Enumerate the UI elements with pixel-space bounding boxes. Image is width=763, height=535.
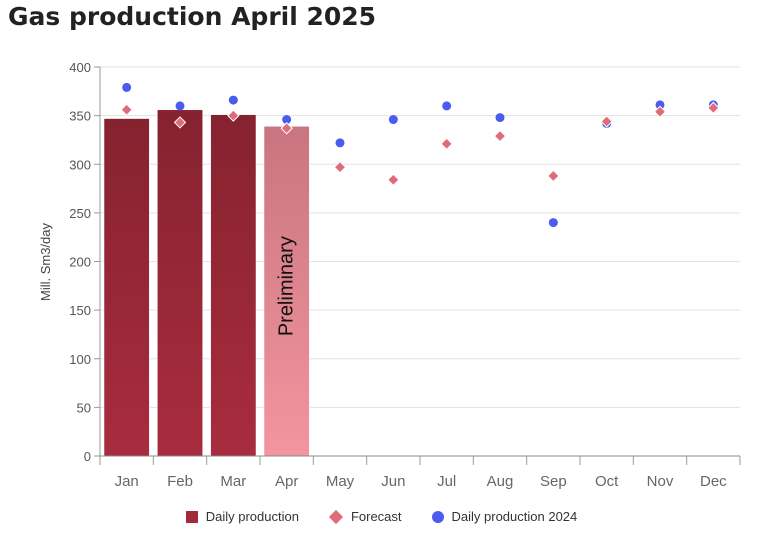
point-forecast: [653, 105, 667, 118]
x-tick-label: Jan: [115, 473, 139, 490]
legend-item[interactable]: Forecast: [328, 509, 402, 524]
legend-label: Daily production: [205, 509, 299, 524]
markers: [120, 82, 720, 228]
point-forecast: [387, 173, 400, 187]
y-tick-label: 300: [69, 157, 91, 172]
x-tick-label: Apr: [275, 473, 298, 490]
point-daily-production-2024: [122, 82, 132, 92]
point-daily-production-2024: [282, 115, 292, 125]
point-forecast: [120, 103, 133, 116]
x-tick-label: May: [326, 473, 355, 490]
point-daily-production-2024: [655, 100, 665, 110]
bar: [103, 118, 150, 457]
point-daily-production-2024: [442, 101, 452, 111]
y-tick-label: 200: [69, 255, 91, 270]
point-forecast: [493, 129, 507, 143]
point-daily-production-2024: [175, 101, 185, 111]
y-tick-label: 400: [69, 60, 91, 75]
point-daily-production-2024: [388, 115, 398, 125]
x-tick-label: Jul: [437, 473, 456, 490]
grid-lines: [100, 66, 740, 408]
point-daily-production-2024: [495, 113, 505, 123]
point-forecast: [600, 115, 613, 128]
bar: [157, 109, 203, 457]
point-daily-production-2024: [335, 138, 345, 148]
y-tick-label: 350: [69, 109, 91, 124]
x-tick-label: Nov: [647, 473, 674, 490]
x-tick-label: Mar: [220, 473, 246, 490]
y-tick-label: 150: [69, 303, 91, 318]
legend-swatch: [431, 510, 444, 523]
chart-title: Gas production April 2025: [8, 2, 377, 31]
legend: Daily production Forecast Daily production…: [0, 509, 763, 524]
point-forecast: [707, 101, 720, 115]
x-tick-label: Aug: [487, 473, 514, 490]
bar-annotation-preliminary: Preliminary: [276, 236, 298, 336]
point-forecast: [547, 169, 560, 183]
y-tick-label: 100: [69, 352, 91, 367]
x-tick-label: Dec: [700, 473, 727, 490]
y-tick-label: 0: [84, 449, 91, 464]
x-tick-label: Feb: [167, 473, 193, 490]
bars: Preliminary: [103, 109, 310, 457]
point-forecast: [280, 122, 293, 135]
chart-plot: Preliminary 0 50 100 150 200 250 300 350 400 Jan F…: [38, 60, 741, 490]
axes: 0 50 100 150 200 250 300 350 400 Jan Feb Mar Apr May J…: [69, 60, 741, 490]
legend-label: Forecast: [350, 509, 402, 524]
x-tick-label: Jun: [381, 473, 405, 490]
bar: [210, 114, 257, 457]
legend-label: Daily production 2024: [451, 509, 578, 524]
legend-swatch: [185, 510, 198, 523]
y-axis-label: Mill. Sm3/day: [38, 222, 53, 301]
point-forecast: [440, 137, 453, 151]
legend-item[interactable]: Daily production: [185, 509, 299, 524]
x-tick-label: Oct: [595, 473, 619, 490]
point-forecast: [333, 160, 347, 174]
bar-preliminary: [263, 126, 310, 457]
legend-swatch: [328, 509, 344, 524]
point-forecast: [173, 116, 187, 129]
point-forecast: [227, 109, 240, 122]
y-tick-label: 250: [69, 206, 91, 221]
y-tick-label: 50: [77, 400, 91, 415]
point-daily-production-2024: [548, 218, 558, 228]
x-tick-label: Sep: [540, 473, 567, 490]
legend-item[interactable]: Daily production 2024: [431, 509, 578, 524]
point-daily-production-2024: [228, 95, 238, 105]
